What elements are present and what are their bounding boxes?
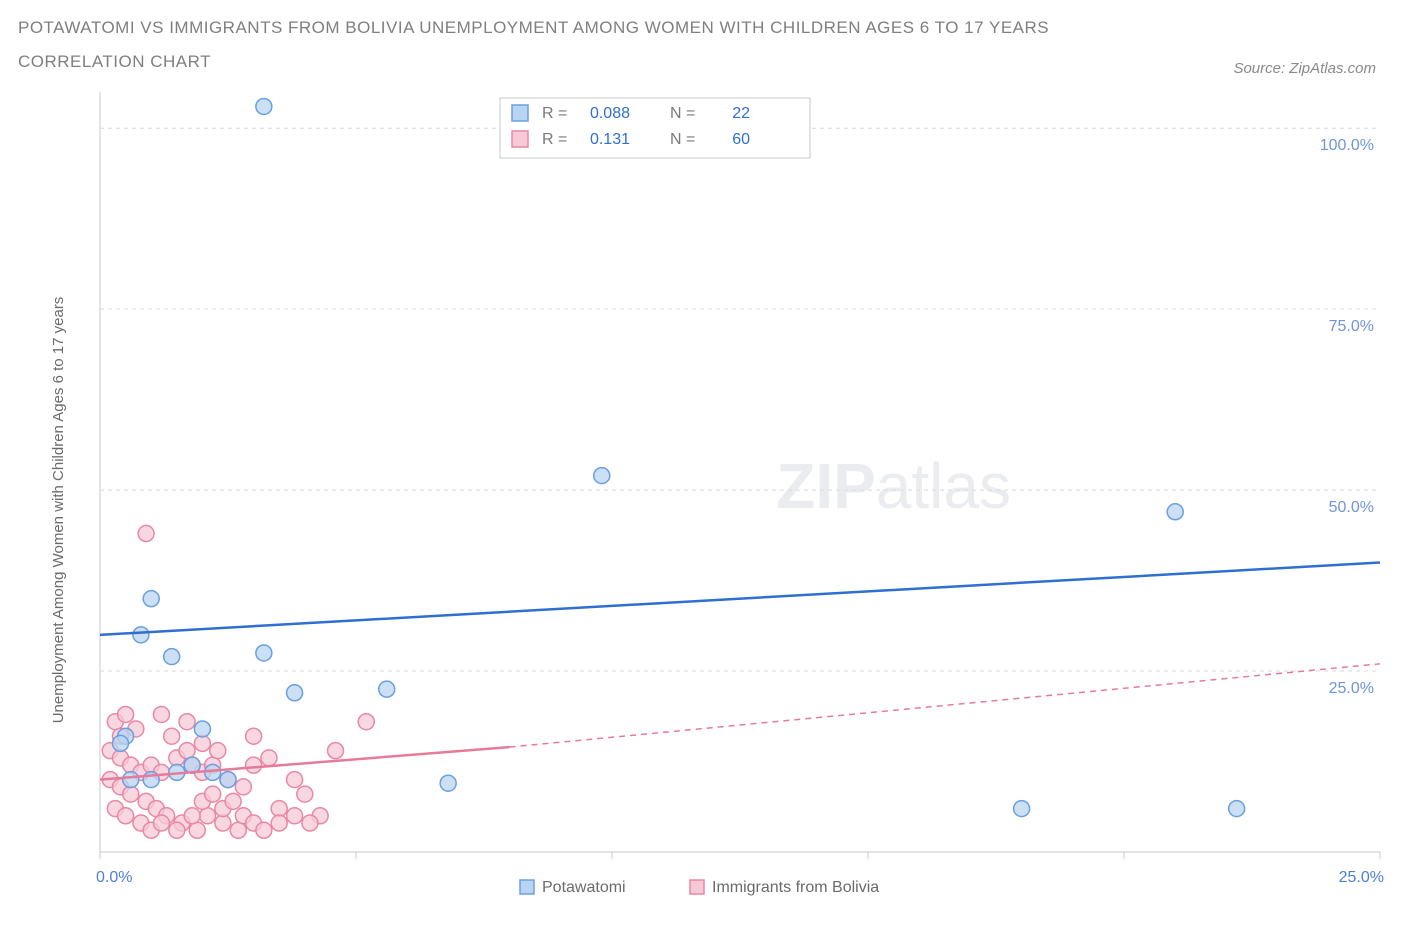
series-b-point — [189, 822, 205, 838]
series-a-point — [205, 764, 221, 780]
series-b-point — [235, 779, 251, 795]
series-b-point — [261, 750, 277, 766]
series-b-point — [271, 815, 287, 831]
x-tick-label: 25.0% — [1339, 869, 1384, 886]
series-a-point — [143, 591, 159, 607]
legend-label-a: Potawatomi — [542, 879, 626, 896]
series-a-point — [220, 772, 236, 788]
y-tick-label: 100.0% — [1320, 137, 1374, 154]
series-b-point — [194, 735, 210, 751]
series-b-point — [210, 743, 226, 759]
series-a-R-value: 0.088 — [590, 105, 630, 122]
series-b-point — [328, 743, 344, 759]
legend-label-b: Immigrants from Bolivia — [712, 879, 879, 896]
series-b-point — [118, 706, 134, 722]
series-a-point — [1167, 504, 1183, 520]
series-b-point — [215, 815, 231, 831]
series-b-point — [246, 757, 262, 773]
series-b-point — [184, 808, 200, 824]
series-a-point — [256, 645, 272, 661]
series-a-trendline — [100, 562, 1380, 634]
series-a-point — [379, 681, 395, 697]
series-b-point — [153, 815, 169, 831]
series-a-point — [1229, 801, 1245, 817]
x-tick-label: 0.0% — [96, 869, 132, 886]
series-a-N-value: 22 — [732, 105, 750, 122]
series-b-point — [297, 786, 313, 802]
series-b-swatch — [512, 131, 528, 147]
y-tick-label: 50.0% — [1329, 499, 1374, 516]
series-b-point — [118, 808, 134, 824]
series-a-point — [256, 98, 272, 114]
y-tick-label: 75.0% — [1329, 318, 1374, 335]
watermark: ZIPatlas — [776, 450, 1011, 522]
stats-label-N: N = — [670, 131, 695, 148]
series-a-point — [594, 468, 610, 484]
series-b-point — [179, 743, 195, 759]
series-b-point — [256, 822, 272, 838]
stats-label-R: R = — [542, 131, 567, 148]
series-b-point — [225, 793, 241, 809]
y-tick-label: 25.0% — [1329, 680, 1374, 697]
legend-swatch-b — [690, 880, 704, 894]
series-b-point — [358, 714, 374, 730]
series-b-point — [205, 786, 221, 802]
source-credit: Source: ZipAtlas.com — [1233, 60, 1376, 77]
series-b-point — [230, 822, 246, 838]
series-b-point — [123, 786, 139, 802]
series-b-point — [179, 714, 195, 730]
series-b-point — [164, 728, 180, 744]
series-b-trendline-dash — [510, 664, 1380, 747]
series-a-point — [112, 735, 128, 751]
series-b-point — [153, 706, 169, 722]
series-b-point — [138, 526, 154, 542]
series-b-point — [302, 815, 318, 831]
series-b-point — [271, 801, 287, 817]
series-b-point — [200, 808, 216, 824]
series-a-point — [287, 685, 303, 701]
correlation-scatter-chart: 25.0% 50.0% 75.0% 100.0% 0.0% 25.0% ZIPatlas R … — [45, 92, 1385, 922]
series-a-point — [123, 772, 139, 788]
series-b-point — [169, 822, 185, 838]
series-b-point — [287, 772, 303, 788]
legend-swatch-a — [520, 880, 534, 894]
stats-label-N: N = — [670, 105, 695, 122]
series-a-point — [1014, 801, 1030, 817]
series-b-R-value: 0.131 — [590, 131, 630, 148]
y-axis-title: Unemployment Among Women with Children A… — [50, 297, 67, 724]
series-b-point — [246, 728, 262, 744]
series-b-point — [287, 808, 303, 824]
series-a-point — [440, 775, 456, 791]
chart-title-line2: CORRELATION CHART — [18, 52, 1406, 72]
stats-label-R: R = — [542, 105, 567, 122]
series-a-point — [194, 721, 210, 737]
series-b-N-value: 60 — [732, 131, 750, 148]
chart-title-line1: POTAWATOMI VS IMMIGRANTS FROM BOLIVIA UN… — [18, 18, 1406, 38]
series-a-point — [164, 649, 180, 665]
series-a-point — [133, 627, 149, 643]
series-a-swatch — [512, 105, 528, 121]
